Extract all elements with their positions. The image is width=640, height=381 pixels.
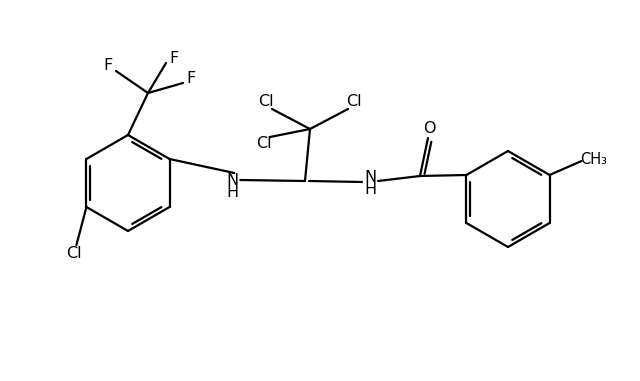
Text: N: N (226, 173, 238, 187)
Text: F: F (104, 58, 113, 72)
Text: Cl: Cl (256, 136, 272, 150)
Text: Cl: Cl (67, 247, 83, 261)
Text: F: F (186, 70, 196, 85)
Text: O: O (423, 120, 435, 136)
Text: F: F (170, 51, 179, 66)
Text: CH₃: CH₃ (580, 152, 607, 166)
Text: H: H (364, 181, 376, 197)
Text: Cl: Cl (258, 93, 274, 109)
Text: Cl: Cl (346, 93, 362, 109)
Text: H: H (226, 184, 238, 200)
Text: N: N (364, 170, 376, 184)
